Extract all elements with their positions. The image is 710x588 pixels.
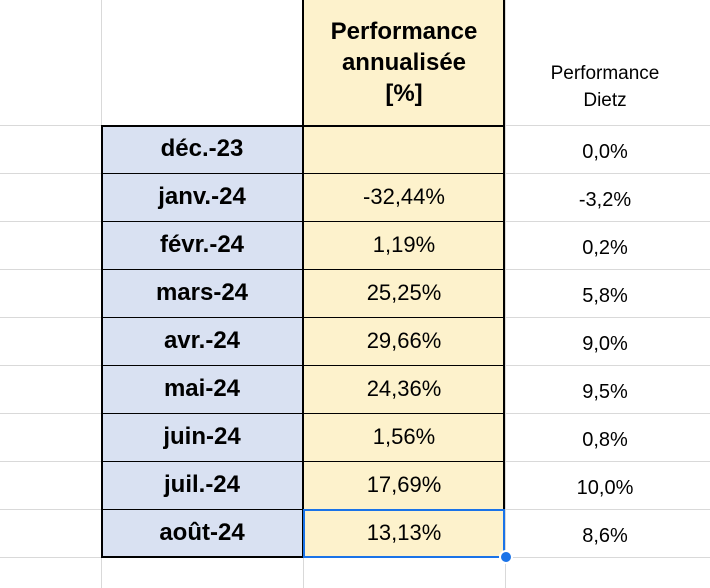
perf-dietz-cell[interactable]: 0,0% [505, 128, 705, 176]
header-dietz-line-2: Dietz [583, 90, 627, 111]
perf-annualisee-cell[interactable]: 25,25% [303, 269, 505, 317]
perf-dietz-cell[interactable]: 8,6% [505, 512, 705, 560]
perf-dietz-value: 10,0% [576, 476, 634, 499]
perf-annualisee-cell[interactable]: -32,44% [303, 173, 505, 221]
perf-annualisee-cell[interactable]: 1,56% [303, 413, 505, 461]
perf-annualisee-cell[interactable]: 24,36% [303, 365, 505, 413]
perf-annualisee-cell[interactable]: 17,69% [303, 461, 505, 509]
month-cell[interactable]: avr.-24 [101, 317, 303, 365]
header-performance-dietz[interactable]: Performance Dietz [505, 60, 705, 125]
header-perf-line-2: annualisée [341, 49, 467, 76]
month-label: déc.-23 [160, 135, 244, 162]
month-label: juil.-24 [163, 471, 241, 498]
perf-annualisee-value: 13,13% [366, 520, 442, 545]
perf-dietz-value: -3,2% [578, 188, 632, 211]
header-performance-annualisee[interactable]: Performance annualisée [%] [303, 0, 505, 125]
perf-annualisee-cell[interactable] [303, 125, 505, 173]
perf-annualisee-value: 24,36% [366, 376, 442, 401]
fill-handle[interactable] [499, 550, 513, 564]
perf-dietz-cell[interactable]: 0,2% [505, 224, 705, 272]
perf-dietz-value: 8,6% [582, 524, 628, 547]
perf-annualisee-value: 1,19% [372, 232, 436, 257]
perf-dietz-cell[interactable]: 5,8% [505, 272, 705, 320]
perf-dietz-value: 0,2% [582, 236, 628, 259]
header-perf-line-1: Performance [330, 18, 478, 45]
month-label: juin-24 [163, 423, 241, 450]
perf-annualisee-value: 25,25% [366, 280, 442, 305]
month-cell[interactable]: mai-24 [101, 365, 303, 413]
perf-dietz-value: 0,0% [582, 140, 628, 163]
perf-annualisee-value: 1,56% [372, 424, 436, 449]
perf-annualisee-cell-selected[interactable]: 13,13% [303, 509, 505, 557]
perf-dietz-value: 5,8% [582, 284, 628, 307]
perf-dietz-value: 9,0% [582, 332, 628, 355]
perf-dietz-cell[interactable]: 9,0% [505, 320, 705, 368]
table-border [503, 0, 505, 558]
perf-dietz-value: 0,8% [582, 428, 628, 451]
perf-dietz-cell[interactable]: -3,2% [505, 176, 705, 224]
header-perf-line-3: [%] [385, 80, 423, 107]
perf-annualisee-value: 29,66% [366, 328, 442, 353]
month-label: mai-24 [163, 375, 241, 402]
perf-dietz-cell[interactable]: 9,5% [505, 368, 705, 416]
perf-dietz-value: 9,5% [582, 380, 628, 403]
perf-annualisee-cell[interactable]: 1,19% [303, 221, 505, 269]
month-cell[interactable]: mars-24 [101, 269, 303, 317]
month-label: août-24 [159, 519, 245, 546]
header-dietz-line-1: Performance [550, 63, 660, 84]
month-cell[interactable]: juil.-24 [101, 461, 303, 509]
month-cell[interactable]: janv.-24 [101, 173, 303, 221]
month-label: janv.-24 [158, 183, 246, 210]
perf-annualisee-value: -32,44% [363, 184, 445, 209]
header-performance-dietz-text: Performance Dietz [551, 60, 660, 114]
month-label: avr.-24 [163, 327, 241, 354]
perf-annualisee-cell[interactable]: 29,66% [303, 317, 505, 365]
month-cell[interactable]: déc.-23 [101, 125, 303, 173]
table-border [302, 0, 304, 558]
perf-dietz-cell[interactable]: 0,8% [505, 416, 705, 464]
month-label: févr.-24 [159, 231, 245, 258]
perf-dietz-cell[interactable]: 10,0% [505, 464, 705, 512]
gridline [505, 0, 506, 588]
month-cell[interactable]: févr.-24 [101, 221, 303, 269]
month-cell[interactable]: août-24 [101, 509, 303, 557]
header-performance-annualisee-text: Performance annualisée [%] [331, 16, 478, 109]
month-label: mars-24 [155, 279, 249, 306]
table-border [101, 125, 103, 558]
perf-annualisee-value: 17,69% [366, 472, 442, 497]
month-cell[interactable]: juin-24 [101, 413, 303, 461]
